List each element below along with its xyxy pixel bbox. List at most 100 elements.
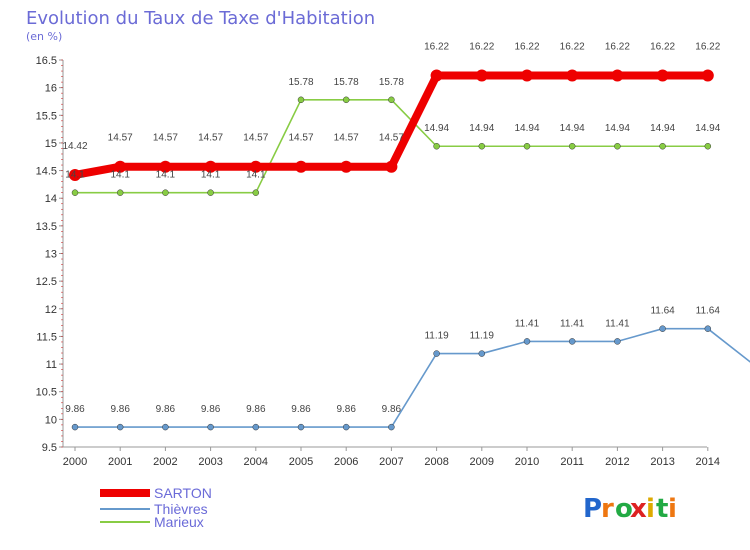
data-point-sarton <box>69 168 81 181</box>
x-tick-label: 2014 <box>696 456 720 468</box>
data-point-thievres <box>478 350 486 357</box>
data-label-sarton: 16.22 <box>650 41 675 52</box>
data-label-sarton: 14.57 <box>153 133 178 144</box>
data-label-sarton: 16.22 <box>469 41 494 52</box>
data-label-thievres: 11.41 <box>515 318 540 329</box>
data-point-sarton <box>566 69 579 82</box>
data-point-sarton <box>430 69 443 82</box>
data-point-marieux <box>614 142 621 150</box>
axes <box>62 60 707 448</box>
data-label-marieux: 14.94 <box>695 123 720 134</box>
logo-letter: P <box>583 494 602 524</box>
data-label-thievres: 11.19 <box>470 331 495 342</box>
legend-label-thievres: Thièvres <box>154 501 208 517</box>
y-tick-label: 15 <box>45 138 57 150</box>
data-point-marieux <box>523 142 531 150</box>
data-point-thievres <box>116 423 124 431</box>
data-label-sarton: 16.22 <box>514 41 539 52</box>
data-labels: 14.1 14.1 14.1 14.1 14.1 15.78 15.78 15.78 14.94… <box>62 41 720 415</box>
y-tick-label: 14.5 <box>36 166 57 178</box>
data-label-thievres: 9.86 <box>246 404 266 415</box>
data-point-marieux <box>207 189 214 196</box>
x-tick-label: 2005 <box>289 456 313 468</box>
data-label-marieux: 14.94 <box>560 123 585 134</box>
logo-letter: t <box>656 494 668 524</box>
data-point-marieux <box>659 142 666 150</box>
data-point-thievres <box>523 338 531 345</box>
data-label-thievres: 9.86 <box>201 404 221 415</box>
data-point-marieux <box>116 189 124 196</box>
data-label-thievres: 9.86 <box>336 404 356 415</box>
data-label-thievres: 9.86 <box>156 404 176 415</box>
data-label-marieux: 14.1 <box>110 170 130 181</box>
logo-letter: i <box>646 494 655 524</box>
data-point-thievres <box>568 338 576 345</box>
y-tick-label: 13 <box>45 249 57 261</box>
data-label-marieux: 14.1 <box>156 170 176 181</box>
data-label-sarton: 14.57 <box>198 133 223 144</box>
y-tick-label: 15.5 <box>36 110 57 122</box>
x-tick-label: 2008 <box>424 456 448 468</box>
data-point-thievres <box>71 423 79 431</box>
y-tick-label: 10 <box>45 414 57 426</box>
data-point-thievres <box>433 350 440 357</box>
data-point-thievres <box>252 423 260 431</box>
data-point-thievres <box>704 325 712 332</box>
data-point-marieux <box>704 142 712 150</box>
data-label-sarton: 14.57 <box>334 133 359 144</box>
data-label-thievres: 9.86 <box>110 404 130 415</box>
data-label-sarton: 14.57 <box>243 133 268 144</box>
data-point-thievres <box>659 325 666 332</box>
x-tick-label: 2003 <box>198 456 222 468</box>
legend-label-sarton: SARTON <box>154 485 212 501</box>
x-tick-label: 2011 <box>560 456 584 468</box>
logo-letter: i <box>668 494 677 524</box>
data-label-thievres: 11.41 <box>560 318 585 329</box>
series-layer <box>69 69 750 431</box>
data-point-sarton <box>475 69 488 82</box>
data-point-thievres <box>162 423 169 431</box>
data-label-marieux: 15.78 <box>288 77 313 88</box>
x-tick-label: 2007 <box>379 456 403 468</box>
data-label-thievres: 9.86 <box>382 404 402 415</box>
data-point-sarton <box>340 160 353 173</box>
data-point-thievres <box>207 423 214 431</box>
data-point-sarton <box>114 160 127 173</box>
data-label-marieux: 14.1 <box>65 170 85 181</box>
data-point-marieux <box>162 189 169 196</box>
chart-subtitle: (en %) <box>26 30 62 43</box>
x-tick-label: 2009 <box>470 456 494 468</box>
data-point-sarton <box>656 69 669 82</box>
y-tick-label: 11 <box>46 359 57 371</box>
y-tick-label: 11.5 <box>36 331 57 343</box>
legend-label-marieux: Marieux <box>154 514 204 530</box>
chart-title: Evolution du Taux de Taxe d'Habitation <box>26 8 375 29</box>
legend: SARTON Thièvres Marieux <box>100 485 212 530</box>
data-label-marieux: 14.1 <box>201 170 221 181</box>
data-point-sarton <box>385 160 398 173</box>
data-point-thievres <box>388 423 395 431</box>
y-tick-label: 16 <box>45 83 57 95</box>
y-tick-label: 14 <box>45 193 57 205</box>
proxiti-logo: Pr ox i t i <box>583 494 677 524</box>
logo-letter: r <box>601 494 614 524</box>
data-point-thievres <box>297 423 305 431</box>
data-label-thievres: 11.64 <box>650 306 675 317</box>
y-tick-label: 16.5 <box>36 55 57 67</box>
data-point-sarton <box>611 69 624 82</box>
data-point-sarton <box>521 69 533 82</box>
y-tick-label: 13.5 <box>36 221 57 233</box>
data-label-sarton: 16.22 <box>560 41 585 52</box>
data-point-thievres <box>342 423 350 431</box>
x-tick-label: 2006 <box>334 456 358 468</box>
logo-letter: x <box>630 494 647 524</box>
data-label-thievres: 11.19 <box>424 331 449 342</box>
data-point-marieux <box>433 142 440 150</box>
data-label-sarton: 14.57 <box>379 133 404 144</box>
data-point-marieux <box>388 96 395 104</box>
data-point-sarton <box>249 160 262 173</box>
data-label-marieux: 14.94 <box>605 123 630 134</box>
data-point-thievres <box>614 338 621 345</box>
